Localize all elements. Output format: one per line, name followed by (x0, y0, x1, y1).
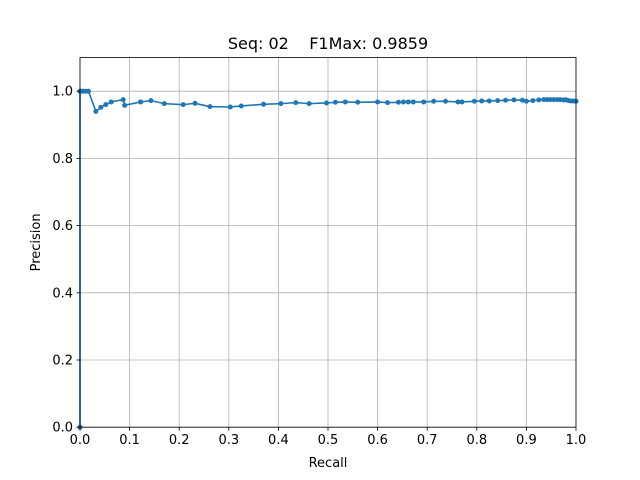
data-point (443, 98, 449, 104)
data-point (227, 104, 233, 110)
data-point (421, 99, 427, 105)
x-tick-label: 0.1 (119, 433, 140, 448)
y-tick-label: 1.0 (52, 85, 73, 100)
x-tick-label: 0.6 (367, 433, 388, 448)
data-point (355, 99, 361, 105)
y-tick-label: 0.4 (52, 286, 73, 301)
data-point (98, 104, 104, 110)
x-tick-label: 0.2 (169, 433, 190, 448)
data-point (471, 98, 477, 104)
chart-title: Seq: 02 F1Max: 0.9859 (228, 34, 428, 53)
data-point (385, 100, 391, 106)
data-point (138, 99, 144, 105)
y-tick-label: 0.6 (52, 219, 73, 234)
y-tick-label: 0.8 (52, 152, 73, 167)
data-point (495, 98, 501, 104)
data-point (122, 102, 128, 108)
data-point (541, 97, 547, 103)
y-tick-label: 0.2 (52, 354, 73, 369)
x-tick-label: 0.4 (268, 433, 289, 448)
data-point (161, 101, 167, 107)
data-point (261, 101, 267, 107)
data-point (455, 99, 461, 105)
x-tick-label: 0.0 (70, 433, 91, 448)
data-point (479, 98, 485, 104)
x-tick-label: 0.8 (466, 433, 487, 448)
y-axis-label: Precision (29, 213, 44, 271)
data-point (103, 102, 109, 108)
data-point (547, 97, 553, 103)
x-tick-label: 0.3 (218, 433, 239, 448)
data-point (511, 97, 517, 103)
data-point (120, 97, 126, 103)
x-tick-label: 0.7 (417, 433, 438, 448)
x-axis: 0.0 0.1 0.2 0.3 0.4 0.5 0.6 0.7 0.8 0.9 1.0 (70, 427, 587, 448)
data-point (459, 99, 465, 105)
data-point (192, 100, 198, 106)
data-point (85, 88, 91, 94)
data-point (375, 99, 381, 105)
data-point (536, 97, 542, 103)
data-point (324, 100, 330, 106)
data-point (293, 100, 299, 106)
data-point (395, 99, 401, 105)
data-point (238, 103, 244, 109)
data-point (530, 98, 536, 104)
data-point (108, 99, 114, 105)
data-point (278, 101, 284, 107)
data-point (519, 97, 525, 103)
x-tick-label: 1.0 (566, 433, 587, 448)
data-point (503, 97, 509, 103)
x-tick-label: 0.5 (318, 433, 339, 448)
data-point (400, 99, 406, 105)
data-point (332, 99, 338, 105)
data-point (410, 99, 416, 105)
data-point (405, 99, 411, 105)
data-point (207, 104, 213, 110)
series-layer (77, 88, 579, 430)
data-point (306, 101, 312, 107)
y-axis: 0.0 0.2 0.4 0.6 0.8 1.0 (52, 85, 80, 436)
data-point (486, 98, 492, 104)
data-point (523, 98, 529, 104)
data-point (431, 98, 437, 104)
data-point (180, 102, 186, 108)
data-point (342, 99, 348, 105)
x-axis-label: Recall (309, 456, 348, 471)
data-point (93, 108, 99, 114)
data-point (148, 98, 154, 104)
x-tick-label: 0.9 (516, 433, 537, 448)
y-tick-label: 0.0 (52, 421, 73, 436)
data-point (551, 97, 557, 103)
